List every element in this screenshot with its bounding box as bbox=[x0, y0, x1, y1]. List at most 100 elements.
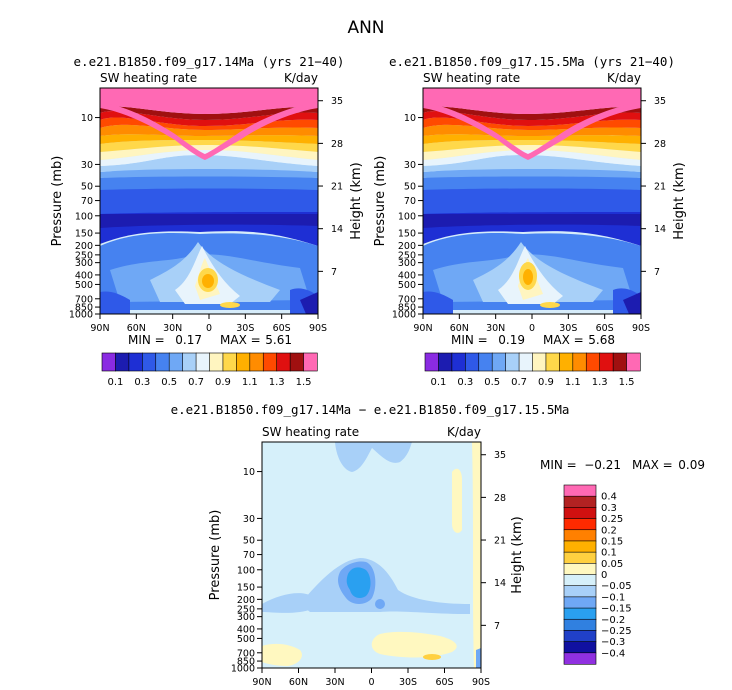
x-tick-label: 60N bbox=[289, 677, 308, 688]
colorbar-label: 0.1 bbox=[107, 377, 123, 388]
heatmap-field bbox=[262, 442, 481, 668]
colorbar bbox=[424, 352, 641, 372]
y2-tick-label: 28 bbox=[654, 139, 666, 150]
colorbar-swatch bbox=[209, 352, 224, 372]
colorbar-swatch bbox=[451, 352, 466, 372]
colorbar-swatch bbox=[289, 352, 305, 372]
x-tick-label: 90N bbox=[413, 323, 432, 334]
panel-left-label: SW heating rate bbox=[100, 71, 197, 85]
colorbar-swatch bbox=[128, 352, 143, 372]
x-tick-label: 60N bbox=[127, 323, 146, 334]
x-tick-label: 30S bbox=[236, 323, 254, 334]
y-tick-label: 50 bbox=[81, 182, 93, 193]
colorbar-label: 0.1 bbox=[601, 548, 617, 559]
x-tick-label: 30N bbox=[163, 323, 182, 334]
y2-tick-label: 7 bbox=[494, 621, 500, 632]
y-tick-label: 700 bbox=[75, 294, 93, 305]
x-tick-label: 0 bbox=[206, 323, 212, 334]
panel-left-label: SW heating rate bbox=[262, 425, 359, 439]
y-tick-label: 100 bbox=[398, 211, 416, 222]
x-tick-label: 60N bbox=[450, 323, 469, 334]
min-value: 0.19 bbox=[498, 333, 525, 347]
colorbar-label: 0.5 bbox=[161, 377, 177, 388]
colorbar-swatch bbox=[115, 352, 130, 372]
y-tick-label: 200 bbox=[75, 241, 93, 252]
y-tick-label: 850 bbox=[75, 303, 93, 314]
y-tick-label: 400 bbox=[75, 270, 93, 281]
colorbar-swatch bbox=[599, 352, 614, 372]
colorbar-swatch bbox=[563, 507, 597, 520]
y2-tick-label: 35 bbox=[494, 450, 506, 461]
colorbar-swatch bbox=[585, 352, 601, 372]
colorbar-labels: 0.1 0.3 0.5 0.7 0.9 1.1 1.3 1.5 bbox=[430, 377, 634, 388]
panel-right-label: K/day bbox=[284, 71, 318, 85]
y2-tick-label: 21 bbox=[654, 182, 666, 193]
y-tick-label: 1000 bbox=[69, 310, 93, 321]
y-tick-label: 700 bbox=[398, 294, 416, 305]
x-tick-label: 90S bbox=[309, 323, 327, 334]
y-tick-label: 200 bbox=[398, 241, 416, 252]
colorbar-label: 0.05 bbox=[601, 559, 623, 570]
colorbar bbox=[101, 352, 318, 372]
colorbar-label: 1.3 bbox=[269, 377, 285, 388]
panel-14ma: e.e21.B1850.f09_g17.14Ma (yrs 21−40) SW … bbox=[50, 54, 364, 388]
colorbar-swatch bbox=[612, 352, 628, 372]
colorbar-swatch bbox=[303, 352, 318, 372]
colorbar-swatch bbox=[563, 563, 597, 576]
x-tick-label: 90S bbox=[632, 323, 650, 334]
colorbar-swatch bbox=[563, 484, 597, 497]
y-tick-label: 400 bbox=[237, 624, 255, 635]
max-value: 5.68 bbox=[588, 333, 615, 347]
colorbar-swatch bbox=[276, 352, 291, 372]
panel-15-5ma: e.e21.B1850.f09_g17.15.5Ma (yrs 21−40) S… bbox=[373, 54, 687, 388]
max-label: MAX = bbox=[543, 333, 584, 347]
colorbar-label: 0.9 bbox=[538, 377, 554, 388]
y-axis-label: Pressure (mb) bbox=[373, 156, 388, 247]
colorbar-label: 0.15 bbox=[601, 536, 623, 547]
y-tick-label: 70 bbox=[404, 196, 416, 207]
colorbar-label: −0.15 bbox=[601, 604, 632, 615]
colorbar-label: 0.5 bbox=[484, 377, 500, 388]
colorbar-swatch bbox=[262, 352, 278, 372]
colorbar-label: 1.5 bbox=[296, 377, 312, 388]
colorbar-swatch bbox=[142, 352, 157, 372]
x-tick-label: 60S bbox=[435, 677, 453, 688]
colorbar-label: −0.4 bbox=[601, 648, 625, 659]
y-tick-label: 1000 bbox=[231, 664, 255, 675]
colorbar bbox=[563, 484, 597, 665]
colorbar-label: 0.9 bbox=[215, 377, 231, 388]
min-label: MIN = bbox=[540, 458, 577, 472]
y2-tick-label: 21 bbox=[494, 536, 506, 547]
colorbar-label: 0 bbox=[601, 570, 607, 581]
y-tick-label: 30 bbox=[404, 160, 416, 171]
y2-tick-label: 7 bbox=[331, 267, 337, 278]
colorbar-swatch bbox=[563, 585, 597, 598]
colorbar-label: 0.3 bbox=[601, 503, 617, 514]
colorbar-swatch bbox=[563, 618, 597, 632]
min-label: MIN = bbox=[451, 333, 488, 347]
panel-left-label: SW heating rate bbox=[423, 71, 520, 85]
y-tick-label: 850 bbox=[398, 303, 416, 314]
colorbar-swatch bbox=[182, 352, 197, 372]
y-tick-label: 70 bbox=[243, 550, 255, 561]
y2-tick-label: 35 bbox=[331, 96, 343, 107]
colorbar-swatch bbox=[563, 596, 597, 609]
colorbar-swatch bbox=[563, 652, 597, 665]
x-tick-label: 0 bbox=[368, 677, 374, 688]
colorbar-swatch bbox=[424, 352, 440, 372]
x-tick-label: 0 bbox=[529, 323, 535, 334]
y2-axis-ticks: 35 28 21 14 7 bbox=[318, 96, 343, 278]
colorbar-label: −0.1 bbox=[601, 592, 625, 603]
colorbar-label: 1.5 bbox=[619, 377, 635, 388]
max-label: MAX = bbox=[632, 458, 673, 472]
panel-title: e.e21.B1850.f09_g17.14Ma (yrs 21−40) bbox=[74, 54, 345, 69]
y2-tick-label: 21 bbox=[331, 182, 343, 193]
y2-axis-label: Height (km) bbox=[510, 516, 525, 593]
x-tick-label: 90N bbox=[90, 323, 109, 334]
y-tick-label: 500 bbox=[398, 280, 416, 291]
colorbar-swatch bbox=[563, 518, 597, 531]
stats-line: MIN = 0.19 MAX = 5.68 bbox=[451, 333, 615, 347]
x-tick-label: 90N bbox=[252, 677, 271, 688]
